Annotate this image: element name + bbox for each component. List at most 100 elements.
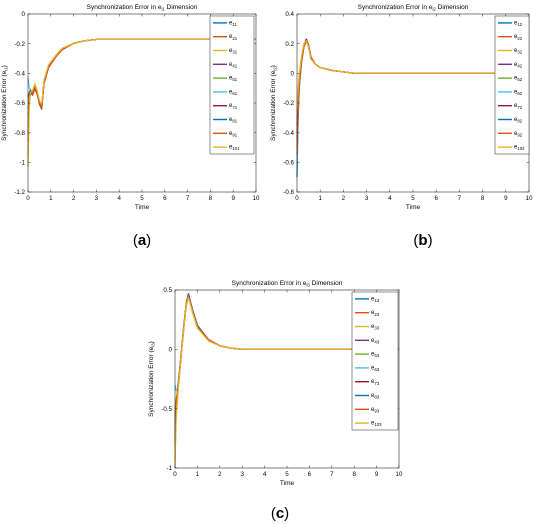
y-tick-label: -0.4 <box>14 71 25 78</box>
y-tick-label: -0.4 <box>283 130 294 137</box>
y-tick-label: -0.8 <box>14 130 25 137</box>
x-tick-label: 2 <box>72 195 76 202</box>
x-tick-label: 7 <box>330 471 334 478</box>
legend-label-e52: e52 <box>514 76 523 83</box>
series-line-e103 <box>174 296 399 463</box>
legend-label-e23: e23 <box>371 310 380 317</box>
y-tick-label: 0.5 <box>163 287 172 294</box>
legend-label-e72: e72 <box>514 103 523 110</box>
legend-label-e101: e101 <box>229 145 240 152</box>
x-tick-label: 6 <box>308 471 312 478</box>
series-line-e62 <box>296 40 529 163</box>
legend-box <box>494 15 530 155</box>
legend-label-e31: e31 <box>229 48 238 55</box>
x-tick-label: 1 <box>196 471 200 478</box>
x-tick-label: 2 <box>342 195 346 202</box>
panel-b: Synchronization Error in ei2 Dimension 0 1… <box>270 4 533 249</box>
x-tick-label: 9 <box>504 195 508 202</box>
x-tick-label: 8 <box>481 195 485 202</box>
x-tick-label: 10 <box>396 471 403 478</box>
series-line-e22 <box>296 38 529 133</box>
series-lines <box>296 38 529 178</box>
x-tick-label: 3 <box>365 195 369 202</box>
legend-label-e32: e32 <box>514 48 523 55</box>
legend-label-e13: e13 <box>371 296 380 303</box>
x-tick-label: 4 <box>263 471 267 478</box>
series-lines <box>174 292 399 469</box>
y-tick-label: 0 <box>291 71 295 78</box>
y-tick-label: 0 <box>22 11 26 18</box>
y-tick-label: -0.8 <box>283 189 294 196</box>
x-tick-label: 0 <box>26 195 30 202</box>
series-line-e92 <box>296 40 529 155</box>
legend: e12 e22 e32 e42 e52 e62 e72 e82 e92 e102 <box>494 15 530 155</box>
panel-caption: (b) <box>413 232 432 249</box>
legend-label-e21: e21 <box>229 34 238 41</box>
x-tick-label: 9 <box>375 471 379 478</box>
series-line-e72 <box>296 38 529 126</box>
x-tick-label: 3 <box>240 471 244 478</box>
y-axis-label: Synchronization Error (ei3) <box>148 341 156 417</box>
legend-label-e93: e93 <box>371 407 380 414</box>
series-line-e102 <box>296 40 529 111</box>
x-axis-label: Time <box>406 204 421 211</box>
legend-label-e81: e81 <box>229 117 238 124</box>
x-tick-label: 1 <box>318 195 322 202</box>
x-tick-label: 3 <box>95 195 99 202</box>
legend-label-e82: e82 <box>514 117 523 124</box>
series-line-e52 <box>296 40 529 118</box>
legend-label-e62: e62 <box>514 89 523 96</box>
y-tick-label: -0.2 <box>283 100 294 107</box>
legend-label-e51: e51 <box>229 76 238 83</box>
legend-label-e12: e12 <box>514 20 523 27</box>
x-tick-label: 0 <box>173 471 177 478</box>
axes-frame <box>296 13 530 193</box>
x-tick-label: 2 <box>218 471 222 478</box>
legend-label-e41: e41 <box>229 62 238 69</box>
legend: e13 e23 e33 e43 e53 e63 e73 e83 e93 e103 <box>351 291 399 431</box>
x-tick-label: 9 <box>231 195 235 202</box>
legend-label-e53: e53 <box>371 352 380 359</box>
y-tick-label: -0.2 <box>14 41 25 48</box>
legend-label-e11: e11 <box>229 20 237 27</box>
legend-label-e22: e22 <box>514 34 523 41</box>
legend-label-e33: e33 <box>371 324 380 331</box>
legend-label-e102: e102 <box>514 145 525 152</box>
y-tick-label: -0.6 <box>14 100 25 107</box>
legend-label-e92: e92 <box>514 131 523 138</box>
y-axis-label: Synchronization Error (ei2) <box>270 65 278 141</box>
legend-label-e71: e71 <box>229 103 238 110</box>
legend-label-e103: e103 <box>371 421 382 428</box>
legend: e11 e21 e31 e41 e51 e61 e71 e81 e91 e101 <box>209 15 255 155</box>
chart-title: Synchronization Error in ei2 Dimension <box>358 4 469 12</box>
series-line-e32 <box>296 40 529 104</box>
y-tick-label: 0.4 <box>285 11 294 18</box>
legend-label-e43: e43 <box>371 338 380 345</box>
x-tick-label: 6 <box>434 195 438 202</box>
y-tick-label: 0 <box>169 347 173 354</box>
legend-label-e73: e73 <box>371 379 380 386</box>
legend-label-e91: e91 <box>229 131 238 138</box>
x-tick-label: 0 <box>295 195 299 202</box>
x-tick-label: 10 <box>253 195 260 202</box>
series-line-e82 <box>296 40 529 141</box>
legend-box <box>209 15 255 155</box>
x-axis-label: Time <box>280 480 295 487</box>
series-line-e12 <box>296 40 529 178</box>
x-tick-label: 7 <box>458 195 462 202</box>
x-tick-label: 5 <box>285 471 289 478</box>
x-axis-label: Time <box>135 204 150 211</box>
x-tick-label: 1 <box>49 195 53 202</box>
y-tick-label: -0.6 <box>283 160 294 167</box>
x-tick-label: 4 <box>117 195 121 202</box>
x-tick-label: 6 <box>163 195 167 202</box>
x-tick-label: 5 <box>140 195 144 202</box>
legend-label-e83: e83 <box>371 393 380 400</box>
y-tick-label: -0.5 <box>161 406 172 413</box>
x-tick-label: 4 <box>388 195 392 202</box>
x-tick-label: 5 <box>411 195 415 202</box>
series-line-e42 <box>296 40 529 148</box>
panel-c: Synchronization Error in ei3 Dimension 0 1… <box>148 280 403 522</box>
y-tick-label: 0.2 <box>285 41 294 48</box>
x-tick-label: 7 <box>186 195 190 202</box>
